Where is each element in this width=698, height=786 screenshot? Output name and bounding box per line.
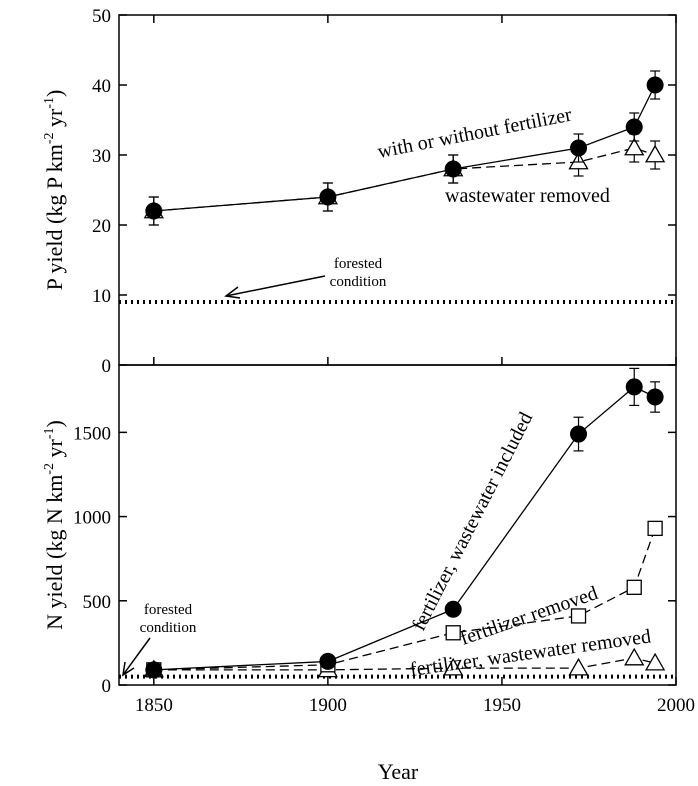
bottom-y-ticks: 0 500 1000 1500 [73, 423, 676, 697]
top-point [145, 202, 163, 220]
reference-lines [119, 300, 676, 679]
bottom-series-line [153, 528, 656, 671]
top-y-tick-label: 50 [92, 6, 111, 27]
top-point [624, 137, 645, 156]
bottom-point [625, 378, 643, 396]
top-forested-label-line1: forested [334, 256, 383, 272]
bottom-forested-arrow [122, 637, 151, 676]
bottom-point [443, 657, 464, 676]
x-tick-label: 1850 [135, 695, 173, 716]
bottom-point [570, 608, 587, 624]
top-y-tick-label: 0 [102, 356, 112, 377]
top-series-0 [145, 70, 664, 226]
bottom-series-2 [143, 647, 666, 678]
bottom-y-tick-label: 1500 [73, 423, 111, 444]
bottom-y-tick-label: 1000 [73, 508, 111, 529]
top-y-ticks: 0 10 20 30 40 50 [92, 6, 676, 377]
bottom-panel-frame [118, 364, 677, 686]
bottom-series-0 [145, 367, 664, 679]
x-tick-label: 1950 [483, 695, 521, 716]
bottom-y-tick-label: 0 [102, 676, 112, 697]
top-point [644, 144, 666, 163]
top-point [319, 188, 337, 206]
top-forested-arrowhead [224, 286, 241, 299]
top-y-tick-label: 40 [92, 76, 111, 97]
top-forested-arrow [225, 275, 326, 297]
top-point [570, 139, 588, 157]
x-tick-label: 1900 [309, 695, 347, 716]
bottom-point [445, 625, 461, 641]
bottom-forested-label-line1: forested [144, 602, 193, 618]
bottom-point [319, 652, 337, 670]
bottom-point [626, 579, 642, 595]
top-annot-wastewater-removed: wastewater removed [445, 185, 610, 207]
bottom-point [568, 657, 589, 676]
bottom-forested-label-line2: condition [140, 620, 197, 636]
top-forested-label-line2: condition [330, 274, 387, 290]
bottom-point [444, 600, 462, 618]
top-point [646, 76, 664, 94]
bottom-point [647, 520, 663, 537]
bottom-point [145, 661, 163, 679]
x-axis-title: Year [378, 759, 419, 784]
bottom-y-tick-label: 500 [83, 592, 112, 613]
series-layer [143, 70, 666, 679]
bottom-annot-fertilizer-wastewater-removed: fertilizer, wastewater removed [409, 625, 653, 681]
bottom-annot-fertilizer-wastewater-included: fertilizer, wastewater included [408, 409, 537, 634]
bottom-point [646, 388, 664, 406]
top-y-tick-label: 10 [92, 286, 111, 307]
bottom-point [644, 652, 666, 671]
bottom-forested-arrowhead [122, 661, 135, 677]
top-point [625, 118, 643, 136]
x-tick-label: 2000 [657, 695, 695, 716]
bottom-y-axis-title: N yield (kg N km-2 yr-1) [42, 420, 67, 630]
top-y-axis-title: P yield (kg P km-2 yr-1) [42, 90, 67, 291]
x-ticks: 1850 1900 1950 2000 [135, 15, 695, 716]
bottom-point [570, 425, 588, 443]
bottom-point [624, 647, 645, 666]
top-y-tick-label: 30 [92, 146, 111, 167]
top-y-tick-label: 20 [92, 216, 111, 237]
top-point [444, 160, 462, 178]
